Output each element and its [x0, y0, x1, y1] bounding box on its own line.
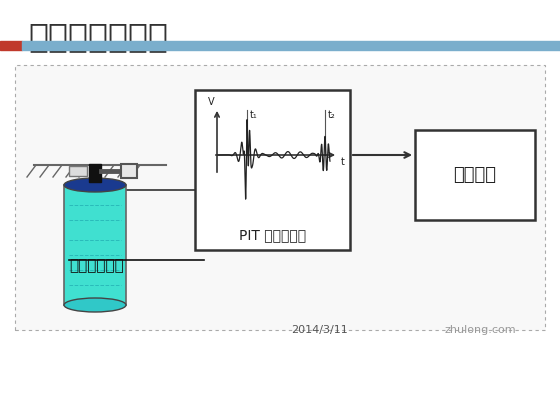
Text: t₁: t₁ [250, 110, 258, 120]
Bar [195, 90, 350, 250]
Bar [415, 130, 535, 220]
Bar [69, 166, 87, 176]
Ellipse shape [64, 178, 126, 192]
Text: 现场检测流通图: 现场检测流通图 [28, 20, 168, 53]
Bar [64, 185, 126, 305]
Text: 加速度传感器: 加速度传感器 [69, 258, 124, 273]
Text: t: t [341, 157, 345, 167]
Text: PIT 基桩测试仪: PIT 基桩测试仪 [239, 228, 306, 242]
Ellipse shape [64, 298, 126, 312]
Bar [89, 164, 101, 182]
Text: 输出设备: 输出设备 [454, 166, 497, 184]
Bar [22, 41, 560, 50]
Text: zhulong.com: zhulong.com [444, 325, 516, 335]
Bar [121, 164, 137, 178]
FancyBboxPatch shape [15, 65, 545, 330]
Text: 2014/3/11: 2014/3/11 [292, 325, 348, 335]
Text: V: V [208, 97, 215, 107]
Bar [0, 41, 22, 50]
Text: t₂: t₂ [328, 110, 336, 120]
